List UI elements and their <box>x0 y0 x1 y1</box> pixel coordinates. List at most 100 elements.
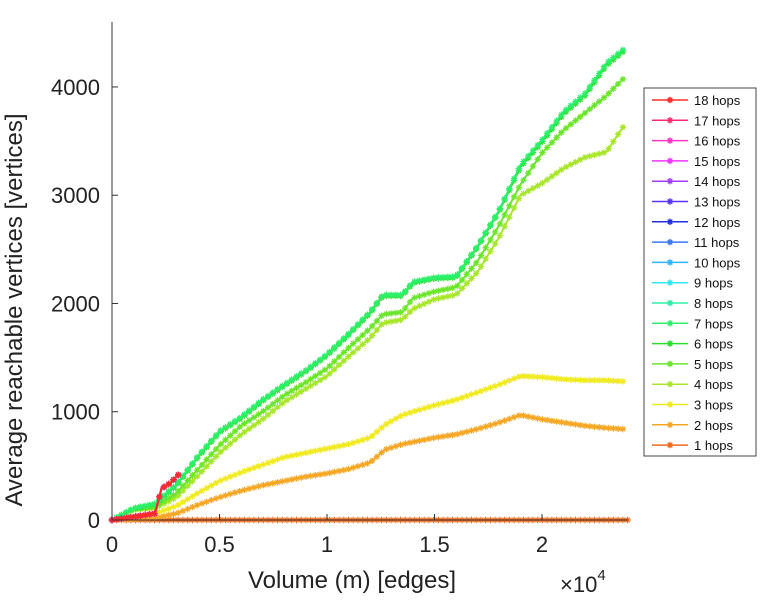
series-marker-18-hops <box>146 511 154 518</box>
series-marker-3-hops <box>378 424 385 431</box>
legend-item-1-hops: 1 hops <box>652 438 734 453</box>
x-tick-label: 1 <box>321 532 333 557</box>
series-marker-5-hops <box>364 327 371 334</box>
series-marker-5-hops <box>189 472 196 479</box>
series-marker-7-hops <box>217 427 224 434</box>
series-marker-2-hops <box>406 439 414 446</box>
series-marker-7-hops <box>586 83 593 90</box>
series-marker-7-hops <box>132 504 139 511</box>
series-marker-4-hops <box>241 428 248 436</box>
series-marker-7-hops <box>141 502 149 509</box>
series-marker-3-hops <box>558 375 565 383</box>
series-marker-4-hops <box>420 300 428 308</box>
series-marker-4-hops <box>231 436 239 443</box>
series-marker-3-hops <box>316 446 324 454</box>
series-marker-3-hops <box>302 449 310 456</box>
legend-label: 14 hops <box>694 174 741 189</box>
series-marker-3-hops <box>439 399 447 407</box>
series-marker-5-hops <box>605 90 612 97</box>
legend-swatch-marker <box>666 421 674 428</box>
series-marker-3-hops <box>350 439 357 446</box>
series-marker-7-hops <box>151 500 158 508</box>
legend: 18 hops 17 hops 16 hops 15 hops 14 hops 13 ho… <box>643 87 757 457</box>
series-marker-4-hops <box>444 293 452 300</box>
series-marker-7-hops <box>534 141 541 149</box>
legend-label: 5 hops <box>694 357 734 372</box>
series-marker-7-hops <box>595 70 603 77</box>
series-marker-4-hops <box>402 313 409 320</box>
series-marker-18-hops <box>175 471 182 479</box>
series-marker-4-hops <box>458 285 466 292</box>
series-marker-4-hops <box>250 422 258 429</box>
series-marker-5-hops <box>212 445 220 453</box>
series-marker-5-hops <box>543 144 551 151</box>
series-marker-2-hops <box>506 415 513 423</box>
series-marker-7-hops <box>496 205 504 212</box>
legend-swatch-marker <box>666 96 674 104</box>
series-marker-3-hops <box>250 464 258 472</box>
series-marker-7-hops <box>321 352 329 360</box>
series-marker-3-hops <box>506 377 513 384</box>
series-marker-2-hops <box>487 421 494 429</box>
series-marker-4-hops <box>335 361 343 369</box>
series-marker-2-hops <box>307 472 314 480</box>
series-marker-2-hops <box>392 443 399 450</box>
series-marker-5-hops <box>416 292 423 300</box>
series-marker-3-hops <box>340 441 347 449</box>
series-marker-3-hops <box>449 397 456 404</box>
series-marker-5-hops <box>274 397 281 404</box>
series-marker-5-hops <box>160 497 168 505</box>
series-marker-7-hops <box>184 466 191 473</box>
series-marker-2-hops <box>543 416 551 424</box>
series-marker-3-hops <box>326 444 333 452</box>
series-marker-18-hops <box>160 483 168 491</box>
legend-label: 4 hops <box>694 377 734 392</box>
series-marker-7-hops <box>520 158 527 165</box>
series-marker-4-hops <box>520 190 527 197</box>
legend-swatch-marker <box>666 340 674 347</box>
series-marker-2-hops <box>501 417 508 424</box>
legend-swatch-marker <box>666 259 674 266</box>
series-marker-5-hops <box>548 139 556 146</box>
series-marker-4-hops <box>255 418 262 426</box>
series-marker-5-hops <box>572 117 579 124</box>
series-marker-2-hops <box>605 424 612 432</box>
series-marker-18-hops <box>170 476 177 483</box>
series-marker-2-hops <box>619 425 627 433</box>
series-marker-4-hops <box>217 448 224 455</box>
series-marker-2-hops <box>581 422 589 430</box>
series-marker-5-hops <box>345 344 352 352</box>
series-marker-7-hops <box>572 98 579 105</box>
series-marker-5-hops <box>208 451 215 458</box>
series-marker-4-hops <box>364 337 371 344</box>
series-marker-2-hops <box>458 429 466 437</box>
series-marker-3-hops <box>373 428 381 435</box>
series-marker-7-hops <box>387 291 395 299</box>
series-marker-4-hops <box>463 280 470 287</box>
series-marker-2-hops <box>534 415 541 422</box>
series-marker-4-hops <box>316 376 324 384</box>
legend-swatch-marker <box>666 137 674 144</box>
series-marker-3-hops <box>496 381 504 388</box>
legend-label: 12 hops <box>694 215 741 230</box>
series-marker-3-hops <box>293 451 300 458</box>
series-marker-2-hops <box>321 470 329 477</box>
series-marker-5-hops <box>260 407 267 415</box>
series-marker-5-hops <box>264 404 272 411</box>
y-tick-label: 3000 <box>51 183 100 208</box>
series-marker-3-hops <box>430 402 437 409</box>
series-marker-4-hops <box>610 138 617 145</box>
series-marker-7-hops <box>510 175 518 182</box>
series-marker-18-hops <box>113 516 120 523</box>
series-marker-2-hops <box>203 498 210 506</box>
series-marker-2-hops <box>435 433 442 441</box>
legend-label: 8 hops <box>694 296 734 311</box>
series-marker-7-hops <box>312 359 319 367</box>
series-marker-5-hops <box>170 491 177 499</box>
series-marker-7-hops <box>165 488 172 495</box>
series-marker-7-hops <box>345 330 352 337</box>
series-marker-3-hops <box>203 484 210 492</box>
series-marker-7-hops <box>501 195 508 202</box>
series-marker-4-hops <box>473 270 480 277</box>
series-marker-5-hops <box>562 124 570 132</box>
